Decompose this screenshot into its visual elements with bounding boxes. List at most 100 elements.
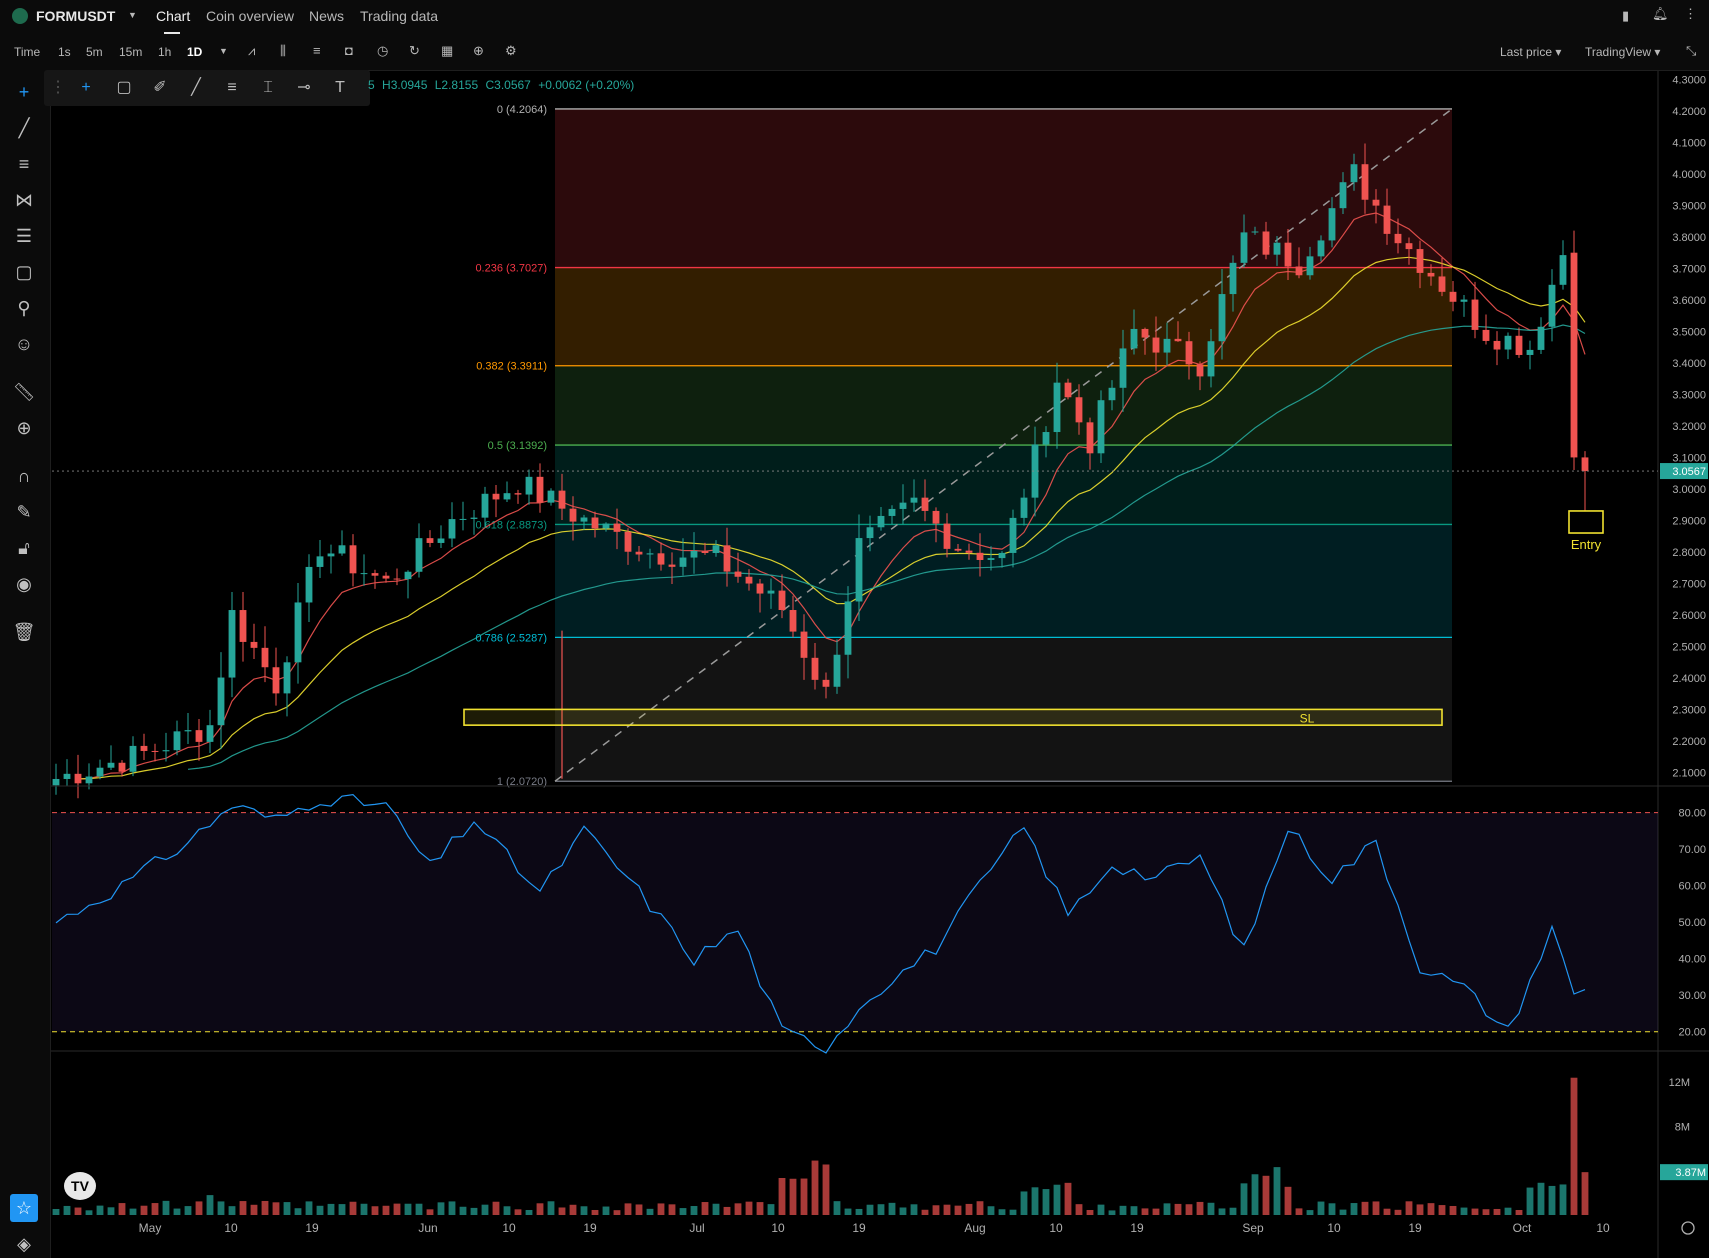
pin-icon[interactable]: ⚲: [17, 298, 31, 318]
time-tick-label: 10: [1049, 1221, 1063, 1235]
volume-bar: [624, 1203, 632, 1215]
crosshair-icon[interactable]: +: [18, 82, 30, 102]
volume-bar: [52, 1208, 60, 1215]
ema-line: [187, 324, 1586, 770]
tab-trading-data[interactable]: Trading data: [360, 8, 439, 24]
last-price-dropdown[interactable]: Last price ▾: [1500, 45, 1562, 59]
settings-icon[interactable]: ⚙: [505, 43, 517, 58]
candle-body: [1471, 299, 1479, 330]
trash-icon[interactable]: 🗑︎: [12, 622, 36, 642]
rsi-pane[interactable]: 80.00 70.00 60.00 50.00 40.00 30.00 20.00: [52, 793, 1706, 1054]
more-icon[interactable]: ⋮: [1684, 6, 1697, 21]
volume-bar: [811, 1160, 819, 1215]
volume-bar: [1526, 1187, 1534, 1215]
volume-bar: [1559, 1184, 1567, 1215]
tradingview-dropdown[interactable]: TradingView ▾: [1585, 45, 1661, 59]
ruler-icon[interactable]: 📏︎: [12, 382, 36, 402]
volume-bar: [1405, 1201, 1413, 1215]
time-axis[interactable]: May 10 19 Jun 10 19 Jul 10 19 Aug 10 19 Sep 10 19 Oct 10: [139, 1221, 1695, 1235]
brush-tool-icon[interactable]: ✐: [153, 79, 167, 96]
interval-1h[interactable]: 1h: [158, 45, 172, 59]
volume-bar: [1460, 1207, 1468, 1215]
template-icon[interactable]: ≡: [313, 43, 321, 58]
camera-icon[interactable]: ◘: [345, 43, 353, 58]
drag-handle-icon[interactable]: ⋮: [50, 79, 66, 96]
magnet-icon[interactable]: ∩: [17, 466, 31, 486]
volume-bar: [778, 1177, 786, 1215]
calendar-icon[interactable]: ▦: [441, 43, 454, 58]
volume-bar: [118, 1203, 126, 1215]
layers-icon[interactable]: ◈: [17, 1234, 31, 1254]
alarm-icon[interactable]: ◷: [377, 43, 389, 58]
volume-bar: [745, 1201, 753, 1215]
candle-body: [888, 508, 896, 516]
tab-coin-overview[interactable]: Coin overview: [206, 8, 294, 24]
emoji-icon[interactable]: ☺: [14, 334, 34, 354]
add-icon[interactable]: ⊕: [473, 43, 484, 58]
horizontal-lines-icon[interactable]: ≡: [18, 154, 30, 174]
lines-tool-icon[interactable]: ≡: [227, 79, 237, 96]
sl-label: SL: [1300, 711, 1315, 725]
symbol-icon: [12, 8, 28, 24]
chevron-down-icon[interactable]: ▼: [128, 10, 137, 20]
candle-type-icon[interactable]: ⫼: [280, 43, 286, 58]
volume-bar: [1240, 1183, 1248, 1215]
interval-1s[interactable]: 1s: [58, 45, 71, 59]
volume-bar: [228, 1206, 236, 1215]
zoom-icon[interactable]: ⊕: [16, 418, 32, 438]
rsi-tick-label: 70.00: [1678, 844, 1706, 856]
symbol-selector[interactable]: FORMUSDT: [36, 8, 116, 24]
candle-body: [1438, 276, 1446, 292]
replay-icon[interactable]: ↻: [409, 43, 420, 58]
volume-bar: [1361, 1201, 1369, 1215]
pattern-icon[interactable]: ⋈: [15, 190, 33, 210]
measure-tool-icon[interactable]: ⌶: [263, 79, 273, 96]
eye-icon[interactable]: ◉: [16, 574, 32, 594]
rectangle-icon[interactable]: ▢: [15, 262, 33, 282]
volume-bar: [1306, 1210, 1314, 1215]
volume-pane[interactable]: 12M 8M 3.87M: [52, 1077, 1708, 1215]
volume-bar: [1229, 1207, 1237, 1215]
volume-bar: [1251, 1174, 1259, 1215]
price-tick-label: 2.4000: [1672, 673, 1706, 685]
volume-bar: [349, 1201, 357, 1215]
tab-chart[interactable]: Chart: [156, 8, 191, 24]
interval-time[interactable]: Time: [14, 45, 41, 59]
tab-news[interactable]: News: [309, 8, 345, 24]
text-tool-icon[interactable]: T: [335, 79, 345, 96]
fullscreen-icon[interactable]: ⤡: [1686, 43, 1697, 58]
volume-bar: [1438, 1205, 1446, 1215]
interval-dropdown-icon[interactable]: ▼: [219, 46, 228, 56]
candle-body: [800, 631, 808, 658]
volume-bar: [1064, 1182, 1072, 1215]
time-tick-label: May: [139, 1221, 162, 1235]
fib-tool-icon[interactable]: ☰: [15, 226, 33, 246]
candle-body: [96, 767, 104, 777]
price-axis[interactable]: 4.3000 4.2000 4.1000 4.0000 3.9000 3.8000 3.70…: [50, 70, 1709, 1258]
fibonacci-retracement[interactable]: 0 (4.2064) 0.236 (3.7027) 0.382 (3.3911) 0.…: [475, 104, 1453, 788]
edit-lock-icon[interactable]: ✎: [16, 502, 32, 522]
bookmark-icon[interactable]: ▮: [1622, 8, 1630, 23]
interval-5m[interactable]: 5m: [86, 45, 103, 59]
line-tool-icon[interactable]: ╱: [191, 79, 201, 96]
interval-15m[interactable]: 15m: [119, 45, 143, 59]
indicators-icon[interactable]: ⩘: [248, 43, 256, 58]
rect-tool-icon[interactable]: ▢: [116, 79, 132, 96]
candle-body: [525, 476, 533, 495]
annotations[interactable]: Entry SL: [463, 510, 1604, 726]
favorite-star-icon[interactable]: ☆: [10, 1194, 38, 1222]
last-price-badge: [1660, 463, 1708, 480]
trendline-icon[interactable]: ╱: [18, 118, 30, 138]
candle-body: [305, 566, 313, 603]
volume-bar: [1053, 1184, 1061, 1215]
interval-1d[interactable]: 1D: [187, 45, 203, 59]
bell-icon[interactable]: 🔔︎: [1652, 6, 1669, 21]
hline-tool-icon[interactable]: ⊸: [297, 79, 311, 96]
candle-body: [1097, 400, 1105, 454]
crosshair-tool-icon[interactable]: +: [81, 79, 91, 96]
price-tick-label: 3.7000: [1672, 263, 1706, 275]
lock-icon[interactable]: 🔓︎: [18, 538, 30, 558]
candle-body: [756, 583, 764, 594]
tradingview-logo[interactable]: TV: [64, 1172, 96, 1200]
